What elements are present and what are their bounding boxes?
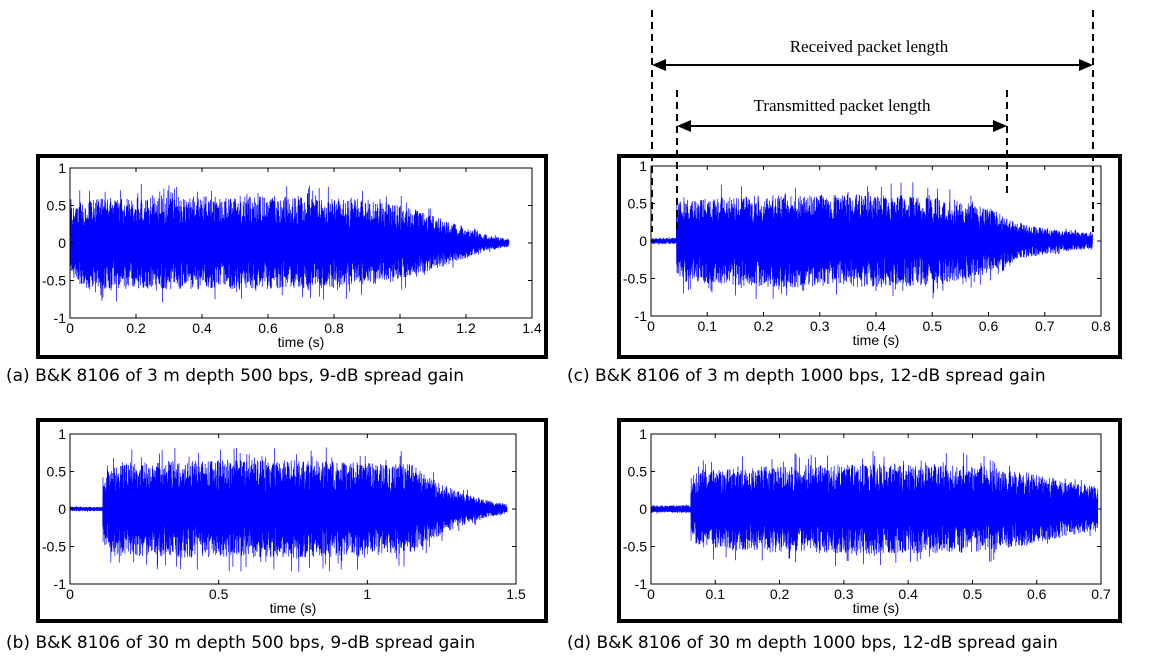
y-tick-label: 0 [58, 501, 66, 517]
x-tick-label: 0.1 [698, 318, 718, 334]
x-tick-label: 0 [66, 586, 74, 602]
y-tick-label: -1 [54, 576, 67, 592]
chart-a: 0 0.2 0.4 0.6 0.8 1 1.2 1.4 1 0.5 0 -0.5 -1 time (s) [42, 160, 542, 350]
x-tick-label: 0.1 [706, 586, 726, 602]
x-axis-label: time (s) [853, 600, 900, 616]
chart-b: 0 0.5 1 1.5 1 0.5 0 -0.5 -1 time (s) [42, 426, 526, 616]
transmitted-packet-length-label: Transmitted packet length [754, 96, 931, 115]
x-tick-label: 0.6 [258, 320, 278, 336]
y-tick-label: 0 [639, 233, 647, 249]
y-tick-label: 0.5 [628, 464, 648, 480]
waveform-series [650, 451, 1099, 567]
x-tick-label: 1.2 [456, 320, 476, 336]
y-tick-label: -1 [635, 308, 648, 324]
y-tick-label: 0.5 [628, 196, 648, 212]
x-tick-label: 0 [647, 318, 655, 334]
x-tick-label: 0.3 [834, 586, 854, 602]
received-arrow-right-head [1079, 59, 1093, 71]
transmitted-arrow-right-head [993, 120, 1007, 132]
x-tick-label: 0.6 [979, 318, 999, 334]
x-tick-label: 0.2 [126, 320, 146, 336]
chart-d: 0 0.1 0.2 0.3 0.4 0.5 0.6 0.7 1 0.5 0 -0.5 -1 time (s… [623, 426, 1111, 616]
x-tick-label: 0.2 [754, 318, 774, 334]
transmitted-arrow-left-head [677, 120, 691, 132]
y-tick-label: 1 [58, 426, 66, 442]
x-tick-label: 1 [363, 586, 371, 602]
y-tick-label: -0.5 [623, 539, 647, 555]
caption-b: (b) B&K 8106 of 30 m depth 500 bps, 9-dB… [6, 633, 476, 653]
x-tick-label: 1.4 [522, 320, 542, 336]
y-tick-label: 0.5 [47, 464, 67, 480]
panel-d: 0 0.1 0.2 0.3 0.4 0.5 0.6 0.7 1 0.5 0 -0.5 -1 time (s… [617, 418, 1122, 623]
y-tick-label: -0.5 [42, 539, 66, 555]
x-axis-label: time (s) [853, 332, 900, 348]
y-tick-label: -1 [635, 576, 648, 592]
y-tick-label: 1 [639, 158, 647, 174]
x-tick-label: 0.4 [898, 586, 918, 602]
x-tick-label: 0.5 [963, 586, 983, 602]
received-packet-length-label: Received packet length [790, 37, 949, 56]
chart-c: 0 0.1 0.2 0.3 0.4 0.5 0.6 0.7 0.8 1 0.5 0 -0.5 -1 time… [623, 158, 1111, 348]
x-tick-label: 0 [647, 586, 655, 602]
x-tick-label: 0.5 [923, 318, 943, 334]
x-tick-label: 0.7 [1035, 318, 1055, 334]
x-axis-label: time (s) [278, 334, 325, 350]
y-tick-label: 0.5 [47, 198, 67, 214]
x-tick-label: 0.3 [810, 318, 830, 334]
y-tick-label: -0.5 [42, 273, 66, 289]
waveform-series [69, 183, 510, 303]
x-tick-label: 0 [66, 320, 74, 336]
panel-a: 0 0.2 0.4 0.6 0.8 1 1.2 1.4 1 0.5 0 -0.5 -1 time (s) [36, 154, 548, 359]
x-tick-label: 0.8 [324, 320, 344, 336]
y-tick-label: -1 [54, 310, 67, 326]
x-tick-label: 0.7 [1091, 586, 1111, 602]
x-tick-label: 0.8 [1091, 318, 1111, 334]
waveform-series [69, 447, 508, 572]
x-tick-label: 1.5 [506, 586, 526, 602]
y-tick-label: -0.5 [623, 271, 647, 287]
panel-c: 0 0.1 0.2 0.3 0.4 0.5 0.6 0.7 0.8 1 0.5 0 -0.5 -1 time… [617, 154, 1122, 359]
x-axis-label: time (s) [270, 600, 317, 616]
y-tick-label: 1 [639, 426, 647, 442]
caption-d: (d) B&K 8106 of 30 m depth 1000 bps, 12-… [567, 633, 1058, 653]
waveform-series [650, 182, 1093, 300]
panel-b: 0 0.5 1 1.5 1 0.5 0 -0.5 -1 time (s) [36, 418, 548, 623]
caption-a: (a) B&K 8106 of 3 m depth 500 bps, 9-dB … [6, 366, 465, 386]
x-tick-label: 0.5 [209, 586, 229, 602]
y-tick-label: 1 [58, 160, 66, 176]
x-tick-label: 1 [396, 320, 404, 336]
y-tick-label: 0 [639, 501, 647, 517]
caption-c: (c) B&K 8106 of 3 m depth 1000 bps, 12-d… [567, 366, 1046, 386]
x-tick-label: 0.4 [192, 320, 212, 336]
y-tick-label: 0 [58, 235, 66, 251]
received-arrow-left-head [652, 59, 666, 71]
x-tick-label: 0.2 [770, 586, 790, 602]
x-tick-label: 0.6 [1027, 586, 1047, 602]
x-tick-label: 0.4 [866, 318, 886, 334]
